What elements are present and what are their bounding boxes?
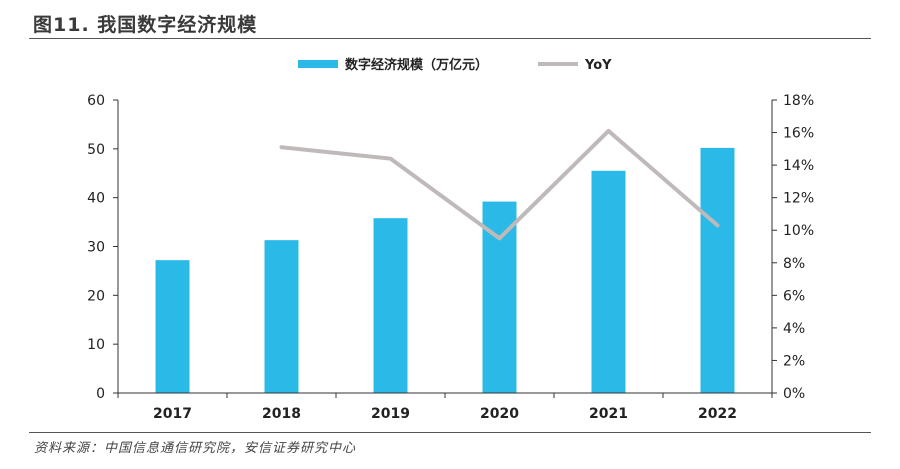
y-right-tick-label: 4% xyxy=(783,321,805,337)
bar-2018 xyxy=(264,240,299,393)
y-right-tick-label: 14% xyxy=(783,158,814,174)
bar-2017 xyxy=(155,260,190,393)
bar-2021 xyxy=(591,170,626,393)
source-rule xyxy=(29,432,871,433)
y-right-tick-label: 10% xyxy=(783,223,814,239)
x-tick-label: 2021 xyxy=(589,406,628,422)
y-right-tick-label: 18% xyxy=(783,93,814,109)
legend-label-line: YoY xyxy=(584,58,612,73)
y-right-tick-label: 8% xyxy=(783,256,805,272)
y-left-tick-label: 20 xyxy=(87,288,105,304)
legend-swatch-bar xyxy=(298,60,338,68)
y-right-tick-label: 12% xyxy=(783,191,814,207)
y-left-tick-label: 0 xyxy=(96,386,105,402)
x-tick-label: 2018 xyxy=(262,406,301,422)
x-tick-label: 2020 xyxy=(480,406,519,422)
bar-2022 xyxy=(700,147,735,393)
y-right-tick-label: 2% xyxy=(783,353,805,369)
y-right-tick-label: 0% xyxy=(783,386,805,402)
x-tick-label: 2017 xyxy=(153,406,192,422)
y-right-tick-label: 6% xyxy=(783,288,805,304)
legend-label-bar: 数字经济规模（万亿元） xyxy=(345,57,488,73)
title-rule xyxy=(29,38,871,39)
bar-2019 xyxy=(373,218,408,393)
bar-2020 xyxy=(482,201,517,393)
y-left-tick-label: 40 xyxy=(87,191,105,207)
y-left-tick-label: 50 xyxy=(87,142,105,158)
figure-title: 图11. 我国数字经济规模 xyxy=(33,14,258,36)
source-note: 资料来源：中国信息通信研究院，安信证券研究中心 xyxy=(34,441,357,456)
x-tick-label: 2019 xyxy=(371,406,410,422)
y-left-tick-label: 10 xyxy=(87,337,105,353)
y-left-tick-label: 60 xyxy=(87,93,105,109)
x-tick-label: 2022 xyxy=(698,406,737,422)
y-left-tick-label: 30 xyxy=(87,240,105,256)
y-right-tick-label: 16% xyxy=(783,126,814,142)
